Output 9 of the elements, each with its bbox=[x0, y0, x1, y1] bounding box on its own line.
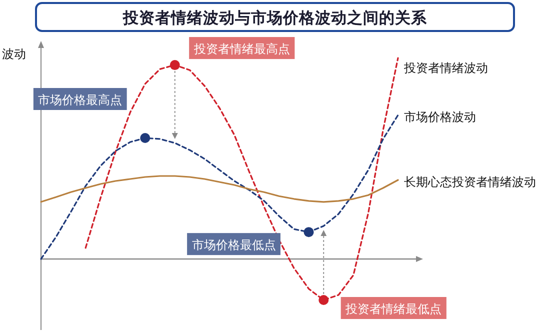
series-label: 投资者情绪波动 bbox=[403, 61, 488, 75]
text: 投资者情绪最低点 bbox=[344, 302, 442, 316]
series-label: 市场价格波动 bbox=[404, 110, 476, 124]
series-label: 长期心态投资者情绪波动 bbox=[404, 175, 536, 190]
annotation: 市场价格最低点 bbox=[192, 238, 276, 252]
text: 投资者情绪最高点 bbox=[192, 42, 290, 56]
y-axis-title: 波动 bbox=[2, 47, 26, 61]
chart-title: 投资者情绪波动与市场价格波动之间的关系 bbox=[122, 9, 428, 27]
annotation: 市场价格最高点 bbox=[38, 93, 122, 107]
